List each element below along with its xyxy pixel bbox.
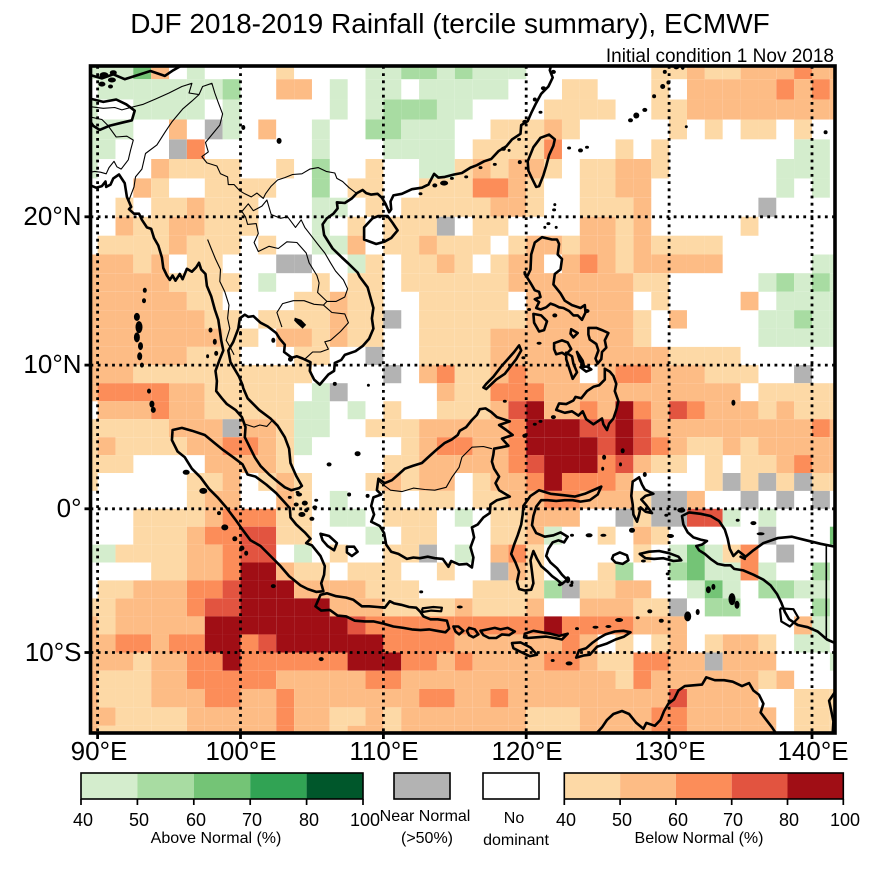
svg-text:110°E: 110°E: [349, 736, 418, 766]
svg-text:dominant: dominant: [483, 832, 549, 849]
svg-text:140°E: 140°E: [777, 736, 848, 766]
svg-text:100°E: 100°E: [205, 736, 276, 766]
svg-text:60: 60: [668, 810, 688, 830]
svg-text:120°E: 120°E: [491, 736, 562, 766]
svg-text:130°E: 130°E: [634, 736, 705, 766]
svg-text:100: 100: [830, 810, 860, 830]
svg-text:No: No: [504, 810, 525, 827]
svg-text:Below Normal (%): Below Normal (%): [635, 830, 764, 847]
svg-text:50: 50: [129, 810, 149, 830]
svg-text:80: 80: [299, 810, 319, 830]
svg-text:(>50%): (>50%): [401, 830, 453, 847]
svg-text:10°S: 10°S: [25, 637, 82, 667]
svg-text:80: 80: [779, 810, 799, 830]
svg-text:10°N: 10°N: [23, 349, 81, 379]
svg-text:60: 60: [186, 810, 206, 830]
svg-text:Near Normal: Near Normal: [380, 808, 471, 825]
svg-text:40: 40: [556, 810, 576, 830]
svg-text:70: 70: [242, 810, 262, 830]
svg-text:90°E: 90°E: [71, 736, 128, 766]
svg-text:Initial condition 1 Nov 2018: Initial condition 1 Nov 2018: [606, 46, 834, 67]
svg-text:20°N: 20°N: [23, 201, 81, 231]
svg-text:50: 50: [612, 810, 632, 830]
svg-text:Above Normal (%): Above Normal (%): [151, 830, 282, 847]
svg-text:40: 40: [73, 810, 93, 830]
svg-text:0°: 0°: [57, 493, 82, 523]
svg-text:70: 70: [723, 810, 743, 830]
svg-text:DJF 2018-2019 Rainfall (tercil: DJF 2018-2019 Rainfall (tercile summary)…: [130, 8, 770, 39]
svg-text:100: 100: [350, 810, 380, 830]
